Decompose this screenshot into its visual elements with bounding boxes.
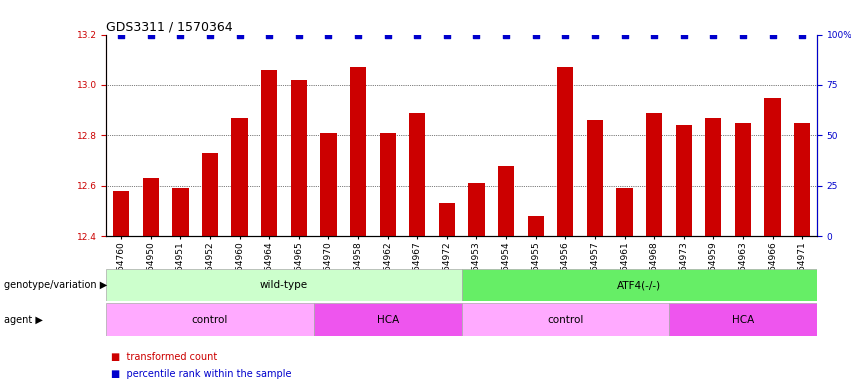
Point [470,31,483,38]
Bar [113,191,129,236]
Bar [461,303,669,336]
Point [144,31,157,38]
Text: HCA: HCA [732,314,754,325]
Bar [669,303,817,336]
Bar [705,118,722,236]
Bar [231,118,248,236]
Text: ■  percentile rank within the sample: ■ percentile rank within the sample [111,369,291,379]
Point [322,31,335,38]
Bar [291,80,307,236]
Bar [646,113,662,236]
Point [558,31,572,38]
Point [796,31,809,38]
Bar [314,303,461,336]
Point [528,31,542,38]
Point [351,31,365,38]
Point [618,31,631,38]
Point [677,31,690,38]
Bar [468,183,484,236]
Text: genotype/variation ▶: genotype/variation ▶ [4,280,107,290]
Point [588,31,602,38]
Bar [172,188,189,236]
Bar [202,153,218,236]
Point [262,31,276,38]
Bar [106,303,314,336]
Point [648,31,661,38]
Text: wild-type: wild-type [260,280,308,290]
Point [410,31,424,38]
Bar [528,216,544,236]
Point [203,31,217,38]
Text: ■  transformed count: ■ transformed count [111,352,217,362]
Bar [320,133,337,236]
Bar [764,98,780,236]
Bar [498,166,514,236]
Bar [380,133,396,236]
Text: ATF4(-/-): ATF4(-/-) [617,280,661,290]
Bar [106,269,461,301]
Text: control: control [547,314,584,325]
Bar [439,204,455,236]
Point [114,31,128,38]
Point [736,31,750,38]
Text: agent ▶: agent ▶ [4,314,43,325]
Point [233,31,247,38]
Point [500,31,513,38]
Bar [261,70,277,236]
Point [766,31,780,38]
Bar [143,178,159,236]
Text: HCA: HCA [376,314,399,325]
Bar [794,123,810,236]
Text: control: control [191,314,228,325]
Point [292,31,306,38]
Bar [461,269,817,301]
Point [706,31,720,38]
Bar [557,67,574,236]
Bar [586,120,603,236]
Point [381,31,395,38]
Bar [409,113,426,236]
Point [440,31,454,38]
Bar [350,67,366,236]
Text: GDS3311 / 1570364: GDS3311 / 1570364 [106,20,233,33]
Bar [734,123,751,236]
Bar [676,125,692,236]
Bar [616,188,632,236]
Point [174,31,187,38]
